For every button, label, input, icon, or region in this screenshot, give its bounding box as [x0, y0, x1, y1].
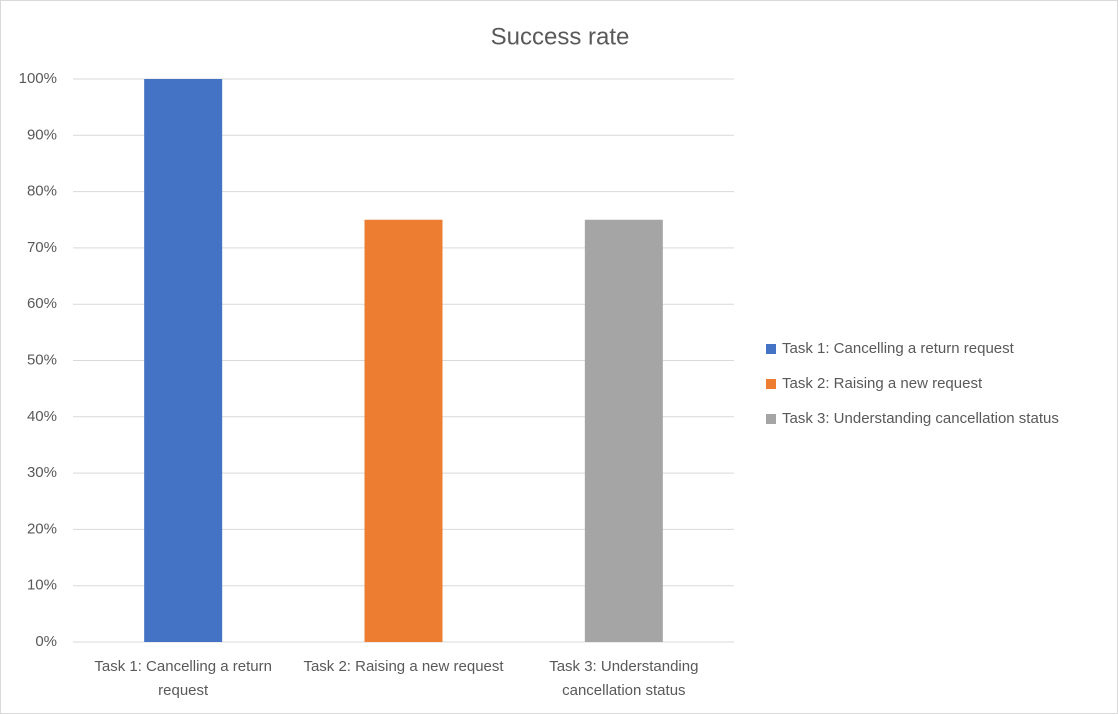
y-tick-label: 80% [27, 183, 57, 200]
bar [144, 79, 223, 642]
legend-label: Task 2: Raising a new request [782, 375, 983, 392]
y-tick-label: 20% [27, 520, 57, 537]
bar [584, 219, 663, 642]
y-tick-label: 100% [19, 70, 57, 87]
legend-swatch [766, 344, 776, 354]
y-tick-label: 50% [27, 351, 57, 368]
y-tick-label: 40% [27, 408, 57, 425]
y-tick-label: 10% [27, 577, 57, 594]
y-tick-label: 70% [27, 239, 57, 256]
chart-title: Success rate [491, 23, 630, 50]
bar [364, 219, 443, 642]
y-tick-label: 60% [27, 295, 57, 312]
legend-swatch [766, 414, 776, 424]
x-tick-label: Task 3: Understanding cancellation status [549, 658, 698, 699]
legend-swatch [766, 379, 776, 389]
y-tick-label: 90% [27, 126, 57, 143]
y-tick-label: 30% [27, 464, 57, 481]
legend-label: Task 1: Cancelling a return request [782, 340, 1015, 357]
legend-label: Task 3: Understanding cancellation statu… [782, 410, 1059, 427]
y-tick-label: 0% [35, 633, 57, 650]
x-tick-label: Task 2: Raising a new request [303, 658, 504, 675]
x-tick-label: Task 1: Cancelling a return request [94, 658, 272, 699]
